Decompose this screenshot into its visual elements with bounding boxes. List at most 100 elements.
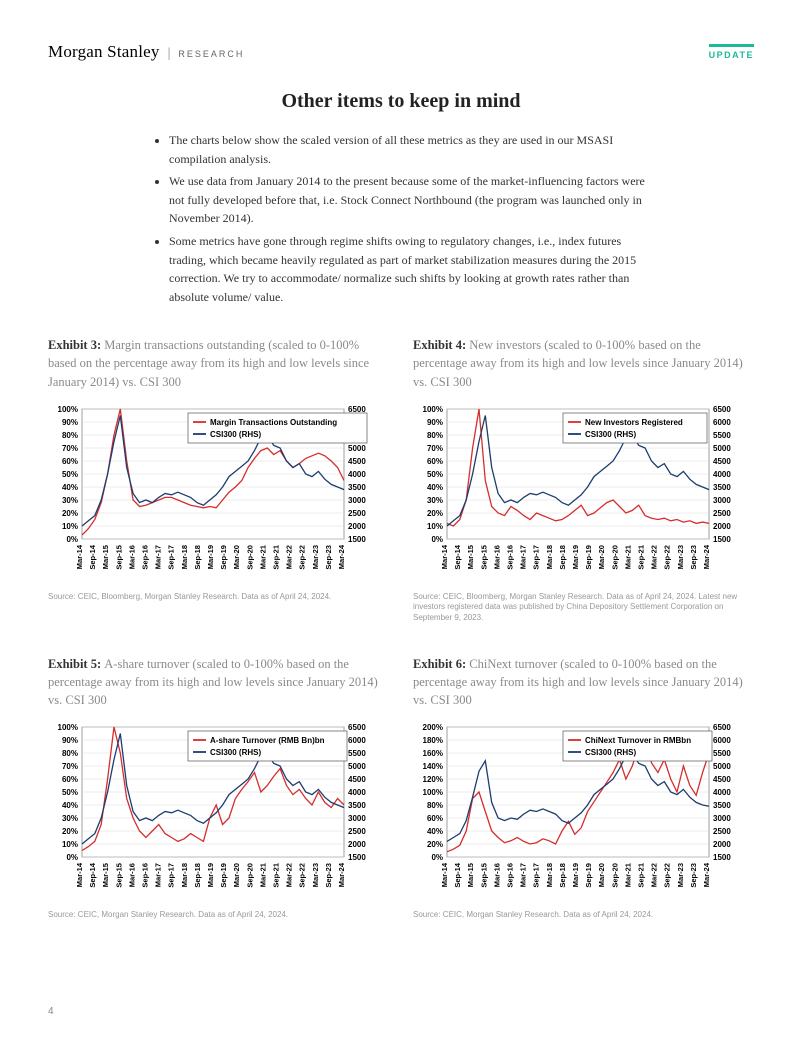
svg-text:20%: 20%: [62, 827, 78, 836]
svg-text:Mar-22: Mar-22: [285, 863, 294, 887]
exhibit-title: Exhibit 3: Margin transactions outstandi…: [48, 336, 389, 390]
svg-text:200%: 200%: [423, 723, 443, 732]
svg-text:50%: 50%: [62, 470, 78, 479]
svg-text:Mar-19: Mar-19: [571, 545, 580, 569]
svg-text:60%: 60%: [427, 457, 443, 466]
svg-text:Mar-16: Mar-16: [127, 863, 136, 887]
svg-text:Sep-17: Sep-17: [532, 863, 541, 888]
svg-text:6500: 6500: [348, 405, 366, 414]
header: Morgan Stanley | RESEARCH UPDATE: [48, 42, 754, 62]
svg-text:10%: 10%: [62, 522, 78, 531]
exhibit-source: Source: CEIC, Bloomberg, Morgan Stanley …: [413, 592, 754, 623]
svg-text:2000: 2000: [713, 840, 731, 849]
chart-svg: 0%20%40%60%80%100%120%140%160%180%200%15…: [413, 719, 743, 899]
svg-text:CSI300 (RHS): CSI300 (RHS): [210, 430, 261, 439]
svg-text:Sep-17: Sep-17: [532, 545, 541, 570]
svg-text:Sep-19: Sep-19: [219, 545, 228, 570]
svg-text:6500: 6500: [348, 723, 366, 732]
svg-text:80%: 80%: [62, 749, 78, 758]
exhibit-title: Exhibit 4: New investors (scaled to 0-10…: [413, 336, 754, 390]
svg-text:Mar-21: Mar-21: [623, 863, 632, 887]
exhibit-number: Exhibit 3:: [48, 338, 104, 352]
exhibit-4: Exhibit 4: New investors (scaled to 0-10…: [413, 336, 754, 623]
svg-text:Mar-23: Mar-23: [676, 863, 685, 887]
svg-text:Sep-19: Sep-19: [584, 863, 593, 888]
svg-text:Mar-24: Mar-24: [702, 862, 711, 887]
svg-text:Mar-20: Mar-20: [232, 545, 241, 569]
svg-text:Mar-19: Mar-19: [571, 863, 580, 887]
svg-text:6000: 6000: [713, 418, 731, 427]
svg-text:Mar-20: Mar-20: [597, 545, 606, 569]
svg-text:10%: 10%: [427, 522, 443, 531]
svg-text:Sep-23: Sep-23: [324, 545, 333, 570]
brand-block: Morgan Stanley | RESEARCH: [48, 42, 244, 62]
chart-wrap: 0%20%40%60%80%100%120%140%160%180%200%15…: [413, 719, 754, 904]
svg-text:0%: 0%: [431, 853, 443, 862]
exhibit-5: Exhibit 5: A-share turnover (scaled to 0…: [48, 655, 389, 921]
svg-text:30%: 30%: [62, 496, 78, 505]
chart-wrap: 0%10%20%30%40%50%60%70%80%90%100%1500200…: [48, 719, 389, 904]
svg-text:Sep-18: Sep-18: [558, 863, 567, 888]
svg-text:20%: 20%: [427, 840, 443, 849]
svg-text:6500: 6500: [713, 405, 731, 414]
svg-text:1500: 1500: [348, 853, 366, 862]
svg-text:Sep-18: Sep-18: [193, 545, 202, 570]
chart-wrap: 0%10%20%30%40%50%60%70%80%90%100%1500200…: [413, 401, 754, 586]
svg-text:Mar-15: Mar-15: [466, 863, 475, 887]
svg-text:Mar-24: Mar-24: [337, 862, 346, 887]
svg-text:Sep-21: Sep-21: [272, 863, 281, 888]
svg-text:Sep-18: Sep-18: [558, 545, 567, 570]
exhibit-source: Source: CEIC, Morgan Stanley Research. D…: [413, 910, 754, 920]
svg-text:2000: 2000: [348, 840, 366, 849]
svg-text:Sep-22: Sep-22: [663, 545, 672, 570]
svg-text:Mar-18: Mar-18: [545, 545, 554, 569]
svg-text:5500: 5500: [713, 431, 731, 440]
svg-text:3500: 3500: [348, 483, 366, 492]
svg-text:Mar-16: Mar-16: [492, 863, 501, 887]
chart-wrap: 0%10%20%30%40%50%60%70%80%90%100%1500200…: [48, 401, 389, 586]
svg-text:Mar-16: Mar-16: [492, 545, 501, 569]
svg-text:Sep-16: Sep-16: [506, 863, 515, 888]
brand-separator: |: [168, 46, 171, 62]
svg-text:1500: 1500: [713, 535, 731, 544]
svg-text:3000: 3000: [713, 814, 731, 823]
svg-text:80%: 80%: [427, 431, 443, 440]
svg-text:90%: 90%: [62, 418, 78, 427]
svg-text:4500: 4500: [348, 775, 366, 784]
svg-text:Sep-14: Sep-14: [453, 544, 462, 569]
svg-text:Mar-23: Mar-23: [676, 545, 685, 569]
svg-text:CSI300 (RHS): CSI300 (RHS): [585, 748, 636, 757]
svg-text:4500: 4500: [348, 457, 366, 466]
svg-text:Sep-23: Sep-23: [689, 863, 698, 888]
svg-text:Sep-20: Sep-20: [610, 863, 619, 888]
svg-text:5000: 5000: [348, 762, 366, 771]
svg-text:2000: 2000: [348, 522, 366, 531]
svg-text:Sep-20: Sep-20: [245, 863, 254, 888]
svg-text:Sep-15: Sep-15: [114, 545, 123, 570]
svg-text:40%: 40%: [62, 801, 78, 810]
svg-text:Mar-17: Mar-17: [154, 545, 163, 569]
svg-text:Mar-15: Mar-15: [101, 863, 110, 887]
svg-text:Mar-17: Mar-17: [519, 863, 528, 887]
svg-text:Mar-22: Mar-22: [285, 545, 294, 569]
svg-text:60%: 60%: [427, 814, 443, 823]
exhibit-3: Exhibit 3: Margin transactions outstandi…: [48, 336, 389, 623]
svg-text:Mar-15: Mar-15: [101, 545, 110, 569]
svg-text:Sep-20: Sep-20: [245, 545, 254, 570]
svg-text:Sep-23: Sep-23: [324, 863, 333, 888]
svg-text:Mar-24: Mar-24: [337, 544, 346, 569]
svg-text:1500: 1500: [713, 853, 731, 862]
svg-text:Sep-16: Sep-16: [141, 863, 150, 888]
svg-text:Sep-16: Sep-16: [141, 545, 150, 570]
svg-text:50%: 50%: [62, 788, 78, 797]
svg-text:Mar-18: Mar-18: [180, 545, 189, 569]
svg-text:Sep-15: Sep-15: [114, 863, 123, 888]
svg-text:160%: 160%: [423, 749, 443, 758]
svg-text:5000: 5000: [348, 444, 366, 453]
svg-text:50%: 50%: [427, 470, 443, 479]
svg-text:Mar-14: Mar-14: [75, 862, 84, 887]
svg-text:Mar-21: Mar-21: [258, 545, 267, 569]
exhibit-number: Exhibit 6:: [413, 657, 469, 671]
section-title: Other items to keep in mind: [48, 90, 754, 113]
update-tag: UPDATE: [709, 44, 754, 60]
